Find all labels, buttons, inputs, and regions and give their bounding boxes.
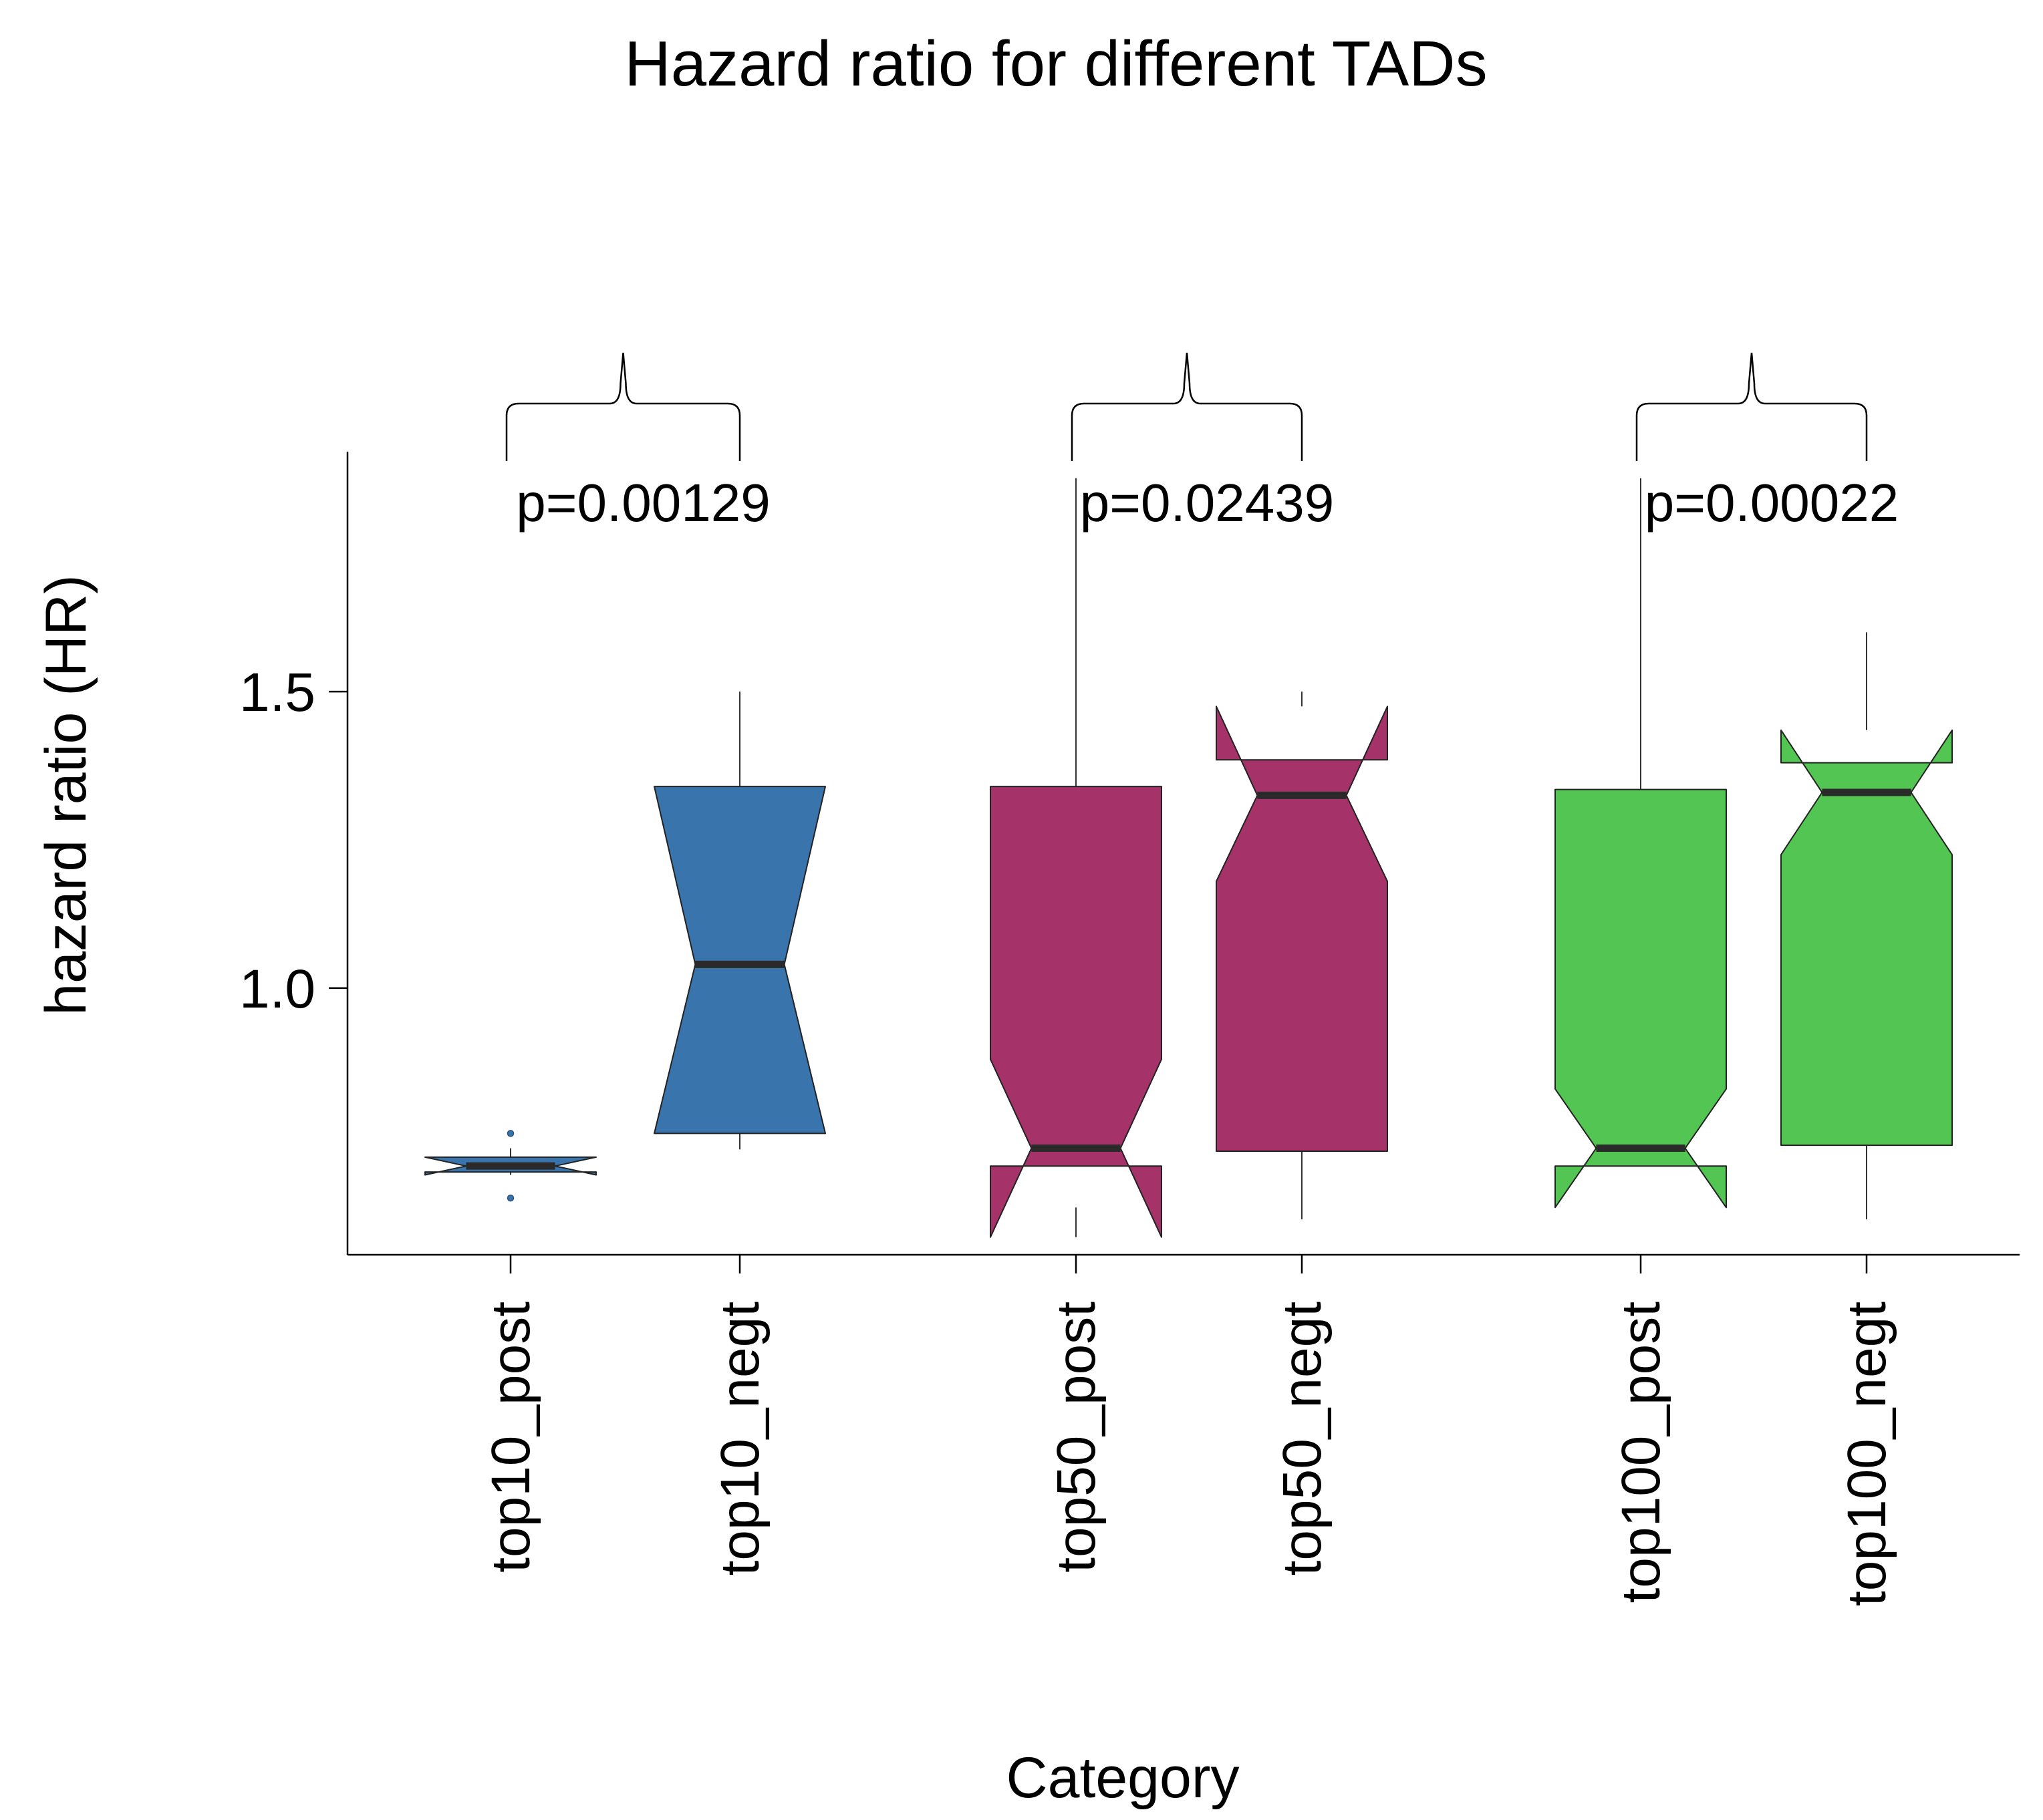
significance-brace — [1635, 352, 1868, 461]
box-top10_negt — [654, 692, 826, 1150]
box-body — [654, 786, 826, 1134]
x-tick-label: top10_post — [481, 1302, 541, 1573]
x-tick-label: top50_negt — [1272, 1302, 1333, 1576]
box-top10_post — [424, 1130, 597, 1202]
outlier-point — [507, 1130, 515, 1137]
x-tick-label: top50_post — [1046, 1302, 1107, 1573]
y-axis-label: hazard ratio (HR) — [34, 575, 98, 1016]
x-tick-label: top10_negt — [710, 1302, 771, 1576]
box-top100_negt — [1780, 632, 1953, 1220]
box-body — [1780, 729, 1953, 1147]
significance-brace — [1071, 352, 1303, 461]
p-value-label: p=0.02439 — [1080, 473, 1334, 533]
x-tick-label: top100_negt — [1836, 1302, 1897, 1606]
x-axis-label: Category — [1006, 1746, 1240, 1810]
box-body — [1216, 706, 1388, 1152]
box-top100_post — [1554, 478, 1727, 1209]
box-top50_negt — [1216, 692, 1388, 1220]
chart-title: Hazard ratio for different TADs — [624, 28, 1487, 100]
p-value-label: p=0.00022 — [1645, 473, 1899, 533]
significance-brace — [505, 352, 741, 461]
y-tick-label: 1.0 — [239, 959, 315, 1020]
outlier-point — [507, 1194, 515, 1202]
plot-area: 1.0 1.5 top10_post top10_negt top50_post top5… — [239, 352, 2020, 1606]
x-tick-label: top100_post — [1611, 1302, 1671, 1604]
box-body — [1554, 788, 1727, 1209]
box-top50_post — [990, 478, 1162, 1238]
y-tick-label: 1.5 — [239, 662, 315, 723]
box-body — [990, 786, 1162, 1238]
p-value-label: p=0.00129 — [516, 473, 770, 533]
